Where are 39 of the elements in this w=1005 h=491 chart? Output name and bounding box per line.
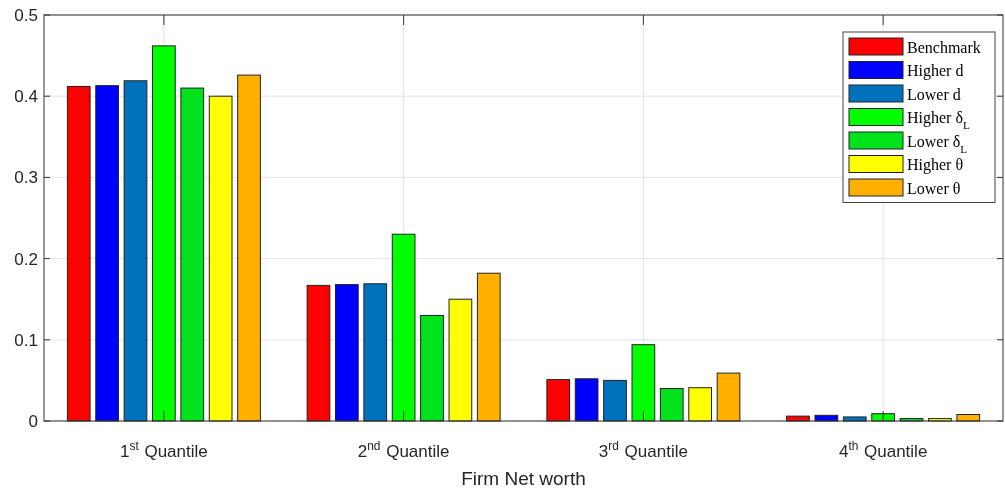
legend-label: Higher δ$_{L}$ — [907, 109, 970, 132]
bar — [659, 388, 684, 422]
legend-label: Benchmark — [907, 38, 981, 56]
bar — [716, 372, 741, 422]
bar — [95, 85, 119, 422]
x-tick-label: 2$^{nd}$ Quantile — [357, 439, 450, 461]
bar — [448, 298, 473, 422]
bar — [603, 379, 627, 422]
bar — [631, 344, 656, 422]
y-tick-label: 0 — [28, 411, 38, 431]
x-tick-label: 3$^{rd}$ Quantile — [598, 439, 688, 461]
x-tick-label: 4$^{th}$ Quantile — [838, 439, 928, 461]
bar — [391, 233, 416, 422]
y-tick-label: 0.3 — [14, 168, 38, 188]
legend-label: Lower δ$_{L}$ — [907, 132, 968, 155]
y-tick-label: 0.5 — [14, 5, 38, 25]
legend-label: Higher θ — [907, 156, 964, 175]
bar — [208, 95, 233, 422]
legend-label: Lower θ — [907, 179, 961, 197]
y-tick-label: 0.4 — [14, 87, 38, 107]
bar — [237, 74, 261, 422]
legend-label: Lower d — [907, 85, 961, 103]
bar — [335, 284, 359, 422]
bar — [574, 378, 599, 422]
bar — [180, 87, 205, 422]
bar — [123, 80, 148, 422]
bar — [306, 284, 331, 422]
x-tick-label: 1$^{st}$ Quantile — [119, 439, 208, 461]
bar — [546, 379, 571, 422]
bar — [688, 387, 712, 422]
bar — [420, 314, 444, 422]
bar — [363, 283, 388, 422]
legend-label: Higher d — [907, 62, 964, 81]
bar — [152, 45, 176, 422]
y-tick-label: 0.1 — [14, 330, 38, 350]
bar — [66, 85, 91, 422]
y-tick-label: 0.2 — [14, 249, 38, 269]
x-axis-title: Firm Net worth — [461, 468, 586, 489]
bar — [476, 272, 501, 422]
